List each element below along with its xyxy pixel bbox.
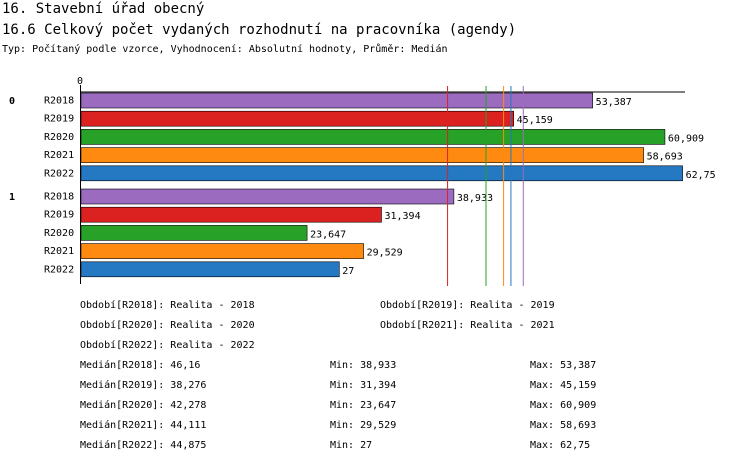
value-label-r2018-group-0: 53,387 (596, 97, 632, 108)
legend-period-r2022: Období[R2022]: Realita - 2022 (80, 340, 255, 351)
value-label-r2022-group-1: 27 (342, 266, 354, 277)
min-r2022: Min: 27 (330, 440, 373, 451)
category-label-r2022-group-1: R2022 (44, 264, 74, 275)
category-label-r2022-group-0: R2022 (44, 168, 74, 179)
value-label-r2021-group-0: 58,693 (647, 152, 683, 163)
max-r2020: Max: 60,909 (530, 400, 597, 411)
x-axis-tick-label: 0 (77, 76, 83, 87)
value-label-r2020-group-1: 23,647 (310, 229, 346, 240)
group-label-1: 1 (9, 192, 15, 203)
legend-period-r2021: Období[R2021]: Realita - 2021 (380, 320, 555, 331)
value-label-r2020-group-0: 60,909 (668, 133, 704, 144)
legend-period-r2018: Období[R2018]: Realita - 2018 (80, 300, 255, 311)
value-label-r2021-group-1: 29,529 (367, 248, 403, 259)
bar-r2019-group-1 (80, 206, 382, 223)
value-label-r2018-group-1: 38,933 (457, 193, 493, 204)
category-label-r2019-group-0: R2019 (44, 114, 74, 125)
value-label-r2022-group-0: 62,75 (686, 170, 716, 181)
min-r2021: Min: 29,529 (330, 420, 397, 431)
chart-title: 16.6 Celkový počet vydaných rozhodnutí n… (2, 22, 517, 38)
median-r2018: Medián[R2018]: 46,16 (80, 360, 201, 371)
category-label-r2018-group-0: R2018 (44, 96, 74, 107)
value-label-r2019-group-0: 45,159 (517, 115, 553, 126)
bar-chart: 0 0 1 R2018 53,387 R2018 38,933 R2019 45,159 R201… (9, 76, 716, 286)
bar-r2018-group-1 (80, 188, 455, 205)
chart-subtitle: Typ: Počítaný podle vzorce, Vyhodnocení:… (2, 44, 448, 55)
median-r2022: Medián[R2022]: 44,875 (80, 440, 207, 451)
min-r2020: Min: 23,647 (330, 400, 397, 411)
bar-r2019-group-0 (80, 110, 514, 127)
max-r2021: Max: 58,693 (530, 420, 597, 431)
bar-r2022-group-1 (80, 261, 340, 278)
category-label-r2020-group-1: R2020 (44, 228, 74, 239)
max-r2022: Max: 62,75 (530, 440, 591, 451)
category-label-r2018-group-1: R2018 (44, 192, 74, 203)
bar-r2020-group-1 (80, 225, 308, 241)
category-label-r2021-group-0: R2021 (44, 150, 74, 161)
median-r2019: Medián[R2019]: 38,276 (80, 380, 207, 391)
bar-r2021-group-0 (80, 147, 644, 163)
section-title: 16. Stavební úřad obecný (2, 1, 205, 17)
bar-r2020-group-0 (80, 129, 666, 145)
max-r2018: Max: 53,387 (530, 360, 597, 371)
min-r2019: Min: 31,394 (330, 380, 397, 391)
category-label-r2021-group-1: R2021 (44, 246, 74, 257)
bar-r2018-group-0 (80, 92, 593, 109)
category-label-r2020-group-0: R2020 (44, 132, 74, 143)
min-r2018: Min: 38,933 (330, 360, 397, 371)
max-r2019: Max: 45,159 (530, 380, 597, 391)
bar-r2022-group-0 (80, 165, 683, 182)
bar-r2021-group-1 (80, 243, 364, 259)
legend-period-r2019: Období[R2019]: Realita - 2019 (380, 300, 555, 311)
group-label-0: 0 (9, 96, 15, 107)
median-r2021: Medián[R2021]: 44,111 (80, 420, 207, 431)
legend-period-r2020: Období[R2020]: Realita - 2020 (80, 320, 255, 331)
median-r2020: Medián[R2020]: 42,278 (80, 400, 207, 411)
category-label-r2019-group-1: R2019 (44, 210, 74, 221)
value-label-r2019-group-1: 31,394 (384, 211, 420, 222)
